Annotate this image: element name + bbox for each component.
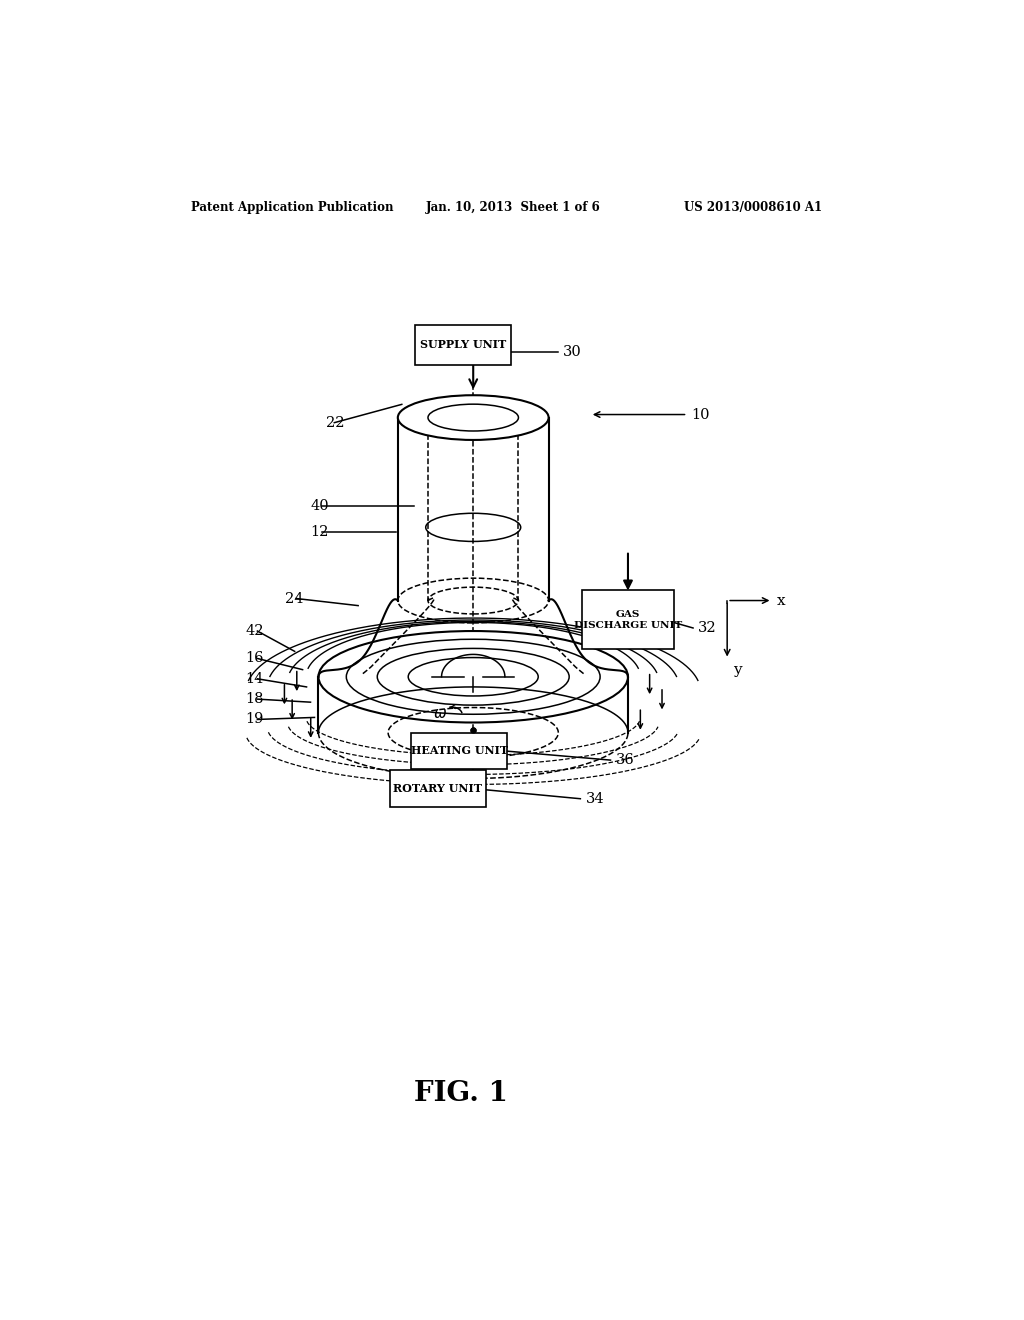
Text: 36: 36 xyxy=(616,754,635,767)
Text: x: x xyxy=(776,594,785,607)
FancyBboxPatch shape xyxy=(390,771,486,807)
Text: FIG. 1: FIG. 1 xyxy=(415,1080,508,1107)
Text: 10: 10 xyxy=(691,408,710,421)
Ellipse shape xyxy=(397,395,549,440)
FancyBboxPatch shape xyxy=(416,325,511,364)
FancyBboxPatch shape xyxy=(412,733,507,770)
Text: 24: 24 xyxy=(285,591,304,606)
Text: 12: 12 xyxy=(310,525,329,540)
Text: 30: 30 xyxy=(563,345,582,359)
Text: $\omega$: $\omega$ xyxy=(433,708,446,721)
Text: 14: 14 xyxy=(246,672,264,686)
Text: 34: 34 xyxy=(586,792,604,805)
Text: 16: 16 xyxy=(246,652,264,665)
Text: GAS
DISCHARGE UNIT: GAS DISCHARGE UNIT xyxy=(573,610,682,630)
Ellipse shape xyxy=(318,631,628,722)
Text: HEATING UNIT: HEATING UNIT xyxy=(411,746,508,756)
Text: 22: 22 xyxy=(327,416,345,430)
Text: ROTARY UNIT: ROTARY UNIT xyxy=(393,783,482,795)
FancyBboxPatch shape xyxy=(582,590,674,649)
Text: Jan. 10, 2013  Sheet 1 of 6: Jan. 10, 2013 Sheet 1 of 6 xyxy=(426,201,600,214)
Text: 19: 19 xyxy=(246,713,264,726)
Text: 40: 40 xyxy=(310,499,329,513)
Text: 32: 32 xyxy=(697,620,717,635)
Text: y: y xyxy=(733,663,742,677)
Text: US 2013/0008610 A1: US 2013/0008610 A1 xyxy=(684,201,821,214)
Text: 42: 42 xyxy=(246,624,264,638)
Text: SUPPLY UNIT: SUPPLY UNIT xyxy=(420,339,507,350)
Text: 18: 18 xyxy=(246,692,264,706)
Text: Patent Application Publication: Patent Application Publication xyxy=(191,201,394,214)
